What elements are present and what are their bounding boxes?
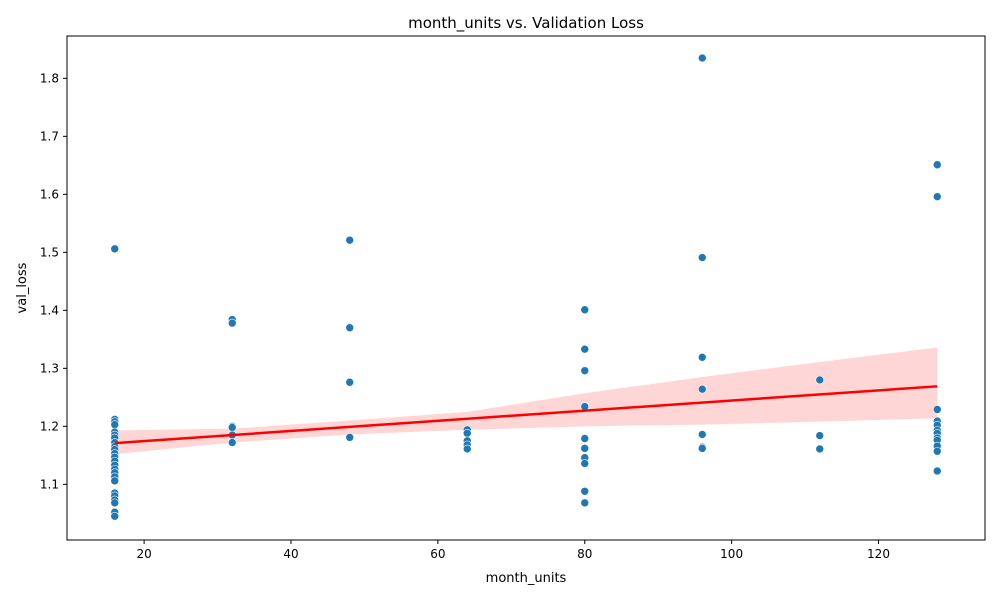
data-point <box>227 318 237 328</box>
y-tick-label: 1.7 <box>40 129 59 143</box>
data-point <box>462 444 472 454</box>
x-tick-label: 60 <box>430 547 445 561</box>
data-point <box>345 235 355 245</box>
data-point <box>345 433 355 442</box>
data-point <box>110 476 120 486</box>
data-point <box>345 323 355 333</box>
y-tick-label: 1.3 <box>40 361 59 375</box>
data-point <box>697 353 707 362</box>
data-point <box>580 305 590 315</box>
data-point <box>227 423 237 432</box>
data-point <box>580 434 590 443</box>
data-point <box>110 511 120 521</box>
data-point <box>345 377 355 387</box>
confidence-band-layer <box>114 347 938 455</box>
data-point <box>932 446 942 456</box>
y-axis-label: val_loss <box>15 262 30 313</box>
x-axis-label: month_units <box>486 571 567 586</box>
data-point <box>697 430 707 439</box>
y-tick-label: 1.6 <box>40 187 59 201</box>
x-tick-label: 120 <box>867 547 890 561</box>
data-point <box>932 192 942 201</box>
data-point <box>110 244 120 254</box>
y-tick-label: 1.1 <box>40 477 59 491</box>
data-point <box>580 459 590 468</box>
data-point <box>580 444 590 453</box>
data-point <box>815 375 825 385</box>
y-tick-label: 1.8 <box>40 71 59 85</box>
data-point <box>932 405 942 414</box>
data-point <box>932 160 942 170</box>
data-point <box>580 344 590 354</box>
data-point <box>462 428 472 438</box>
chart-title: month_units vs. Validation Loss <box>408 14 644 33</box>
regression-line <box>114 385 938 445</box>
data-point <box>580 486 590 496</box>
x-tick-label: 20 <box>136 547 151 561</box>
data-point <box>580 366 590 375</box>
y-tick-label: 1.5 <box>40 245 59 259</box>
data-point <box>697 384 707 394</box>
y-axis-ticks: 1.1 1.2 1.3 1.4 1.5 1.6 1.7 1.8 <box>40 71 67 491</box>
x-axis-ticks: 20 40 60 80 100 120 <box>136 540 890 561</box>
data-point <box>227 438 237 447</box>
data-point <box>697 253 707 262</box>
data-point <box>697 53 707 63</box>
scatter-points-layer <box>110 53 942 521</box>
data-point <box>110 498 120 508</box>
plot-frame <box>66 35 986 541</box>
regression-line-layer <box>114 385 938 445</box>
data-point <box>932 466 942 476</box>
x-tick-label: 40 <box>283 547 298 561</box>
data-point <box>697 444 707 453</box>
data-point <box>815 431 825 440</box>
x-tick-label: 100 <box>720 547 743 561</box>
y-tick-label: 1.4 <box>40 303 59 317</box>
data-point <box>110 420 120 429</box>
data-point <box>580 498 590 508</box>
confidence-band <box>114 347 938 455</box>
y-tick-label: 1.2 <box>40 419 59 433</box>
data-point <box>815 444 825 454</box>
x-tick-label: 80 <box>577 547 592 561</box>
